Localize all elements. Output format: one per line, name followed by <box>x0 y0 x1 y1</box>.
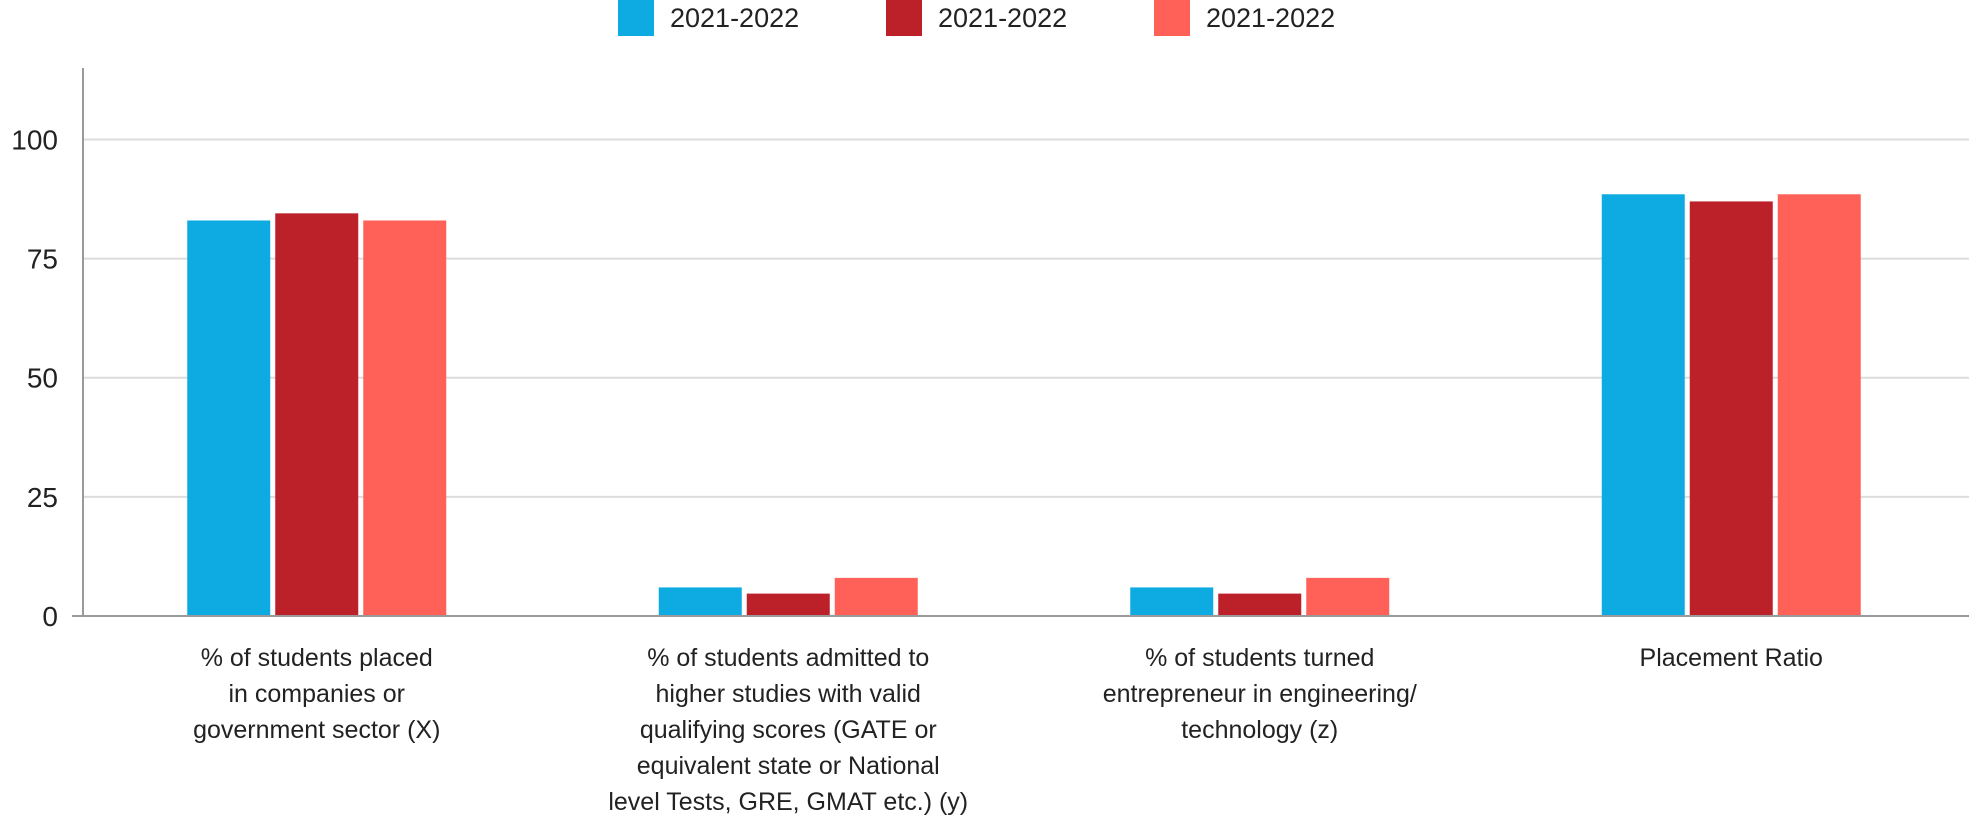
y-tick-label: 75 <box>27 244 58 275</box>
x-category-label: % of students admitted to <box>647 644 929 672</box>
bar-series-3-category-1 <box>363 220 447 617</box>
x-category-label: qualifying scores (GATE or <box>640 716 937 744</box>
legend-swatch <box>886 0 922 36</box>
x-category-label: Placement Ratio <box>1640 644 1823 672</box>
bar-series-3-category-3 <box>1306 577 1390 616</box>
bar-series-1-category-1 <box>187 220 271 617</box>
y-axis-ticks: 0 25 50 75 100 <box>11 124 58 632</box>
axes <box>72 68 1969 617</box>
y-tick-label: 25 <box>27 482 58 513</box>
y-tick-label: 100 <box>11 124 58 155</box>
bar-series-3-category-2 <box>834 577 918 616</box>
x-category-label: government sector (X) <box>193 716 440 744</box>
bar-series-1-category-4 <box>1601 194 1685 616</box>
x-category-label: equivalent state or National <box>637 752 940 780</box>
x-category-label: % of students placed <box>201 644 433 672</box>
x-axis-category-labels: % of students placed in companies or gover… <box>193 644 1823 816</box>
legend-swatch <box>1154 0 1190 36</box>
bar-series-2-category-1 <box>275 213 359 617</box>
bar-series-3-category-4 <box>1777 194 1861 616</box>
legend-label: 2021-2022 <box>670 3 799 33</box>
x-category-label: entrepreneur in engineering/ <box>1103 680 1417 708</box>
y-tick-label: 50 <box>27 363 58 394</box>
x-category-label: higher studies with valid <box>656 680 921 708</box>
bars <box>187 194 1861 617</box>
x-category-label: technology (z) <box>1181 716 1338 744</box>
legend-label: 2021-2022 <box>938 3 1067 33</box>
bar-series-2-category-4 <box>1689 201 1773 616</box>
bar-series-2-category-2 <box>746 593 830 616</box>
legend-label: 2021-2022 <box>1206 3 1335 33</box>
legend-swatch <box>618 0 654 36</box>
y-tick-label: 0 <box>42 601 58 632</box>
x-category-label: level Tests, GRE, GMAT etc.) (y) <box>608 788 968 816</box>
legend: 2021-2022 2021-2022 2021-2022 <box>618 0 1335 36</box>
bar-series-1-category-3 <box>1130 587 1214 616</box>
x-category-label: in companies or <box>229 680 405 708</box>
bar-series-2-category-3 <box>1218 593 1302 616</box>
bar-series-1-category-2 <box>658 587 742 616</box>
x-category-label: % of students turned <box>1145 644 1374 672</box>
